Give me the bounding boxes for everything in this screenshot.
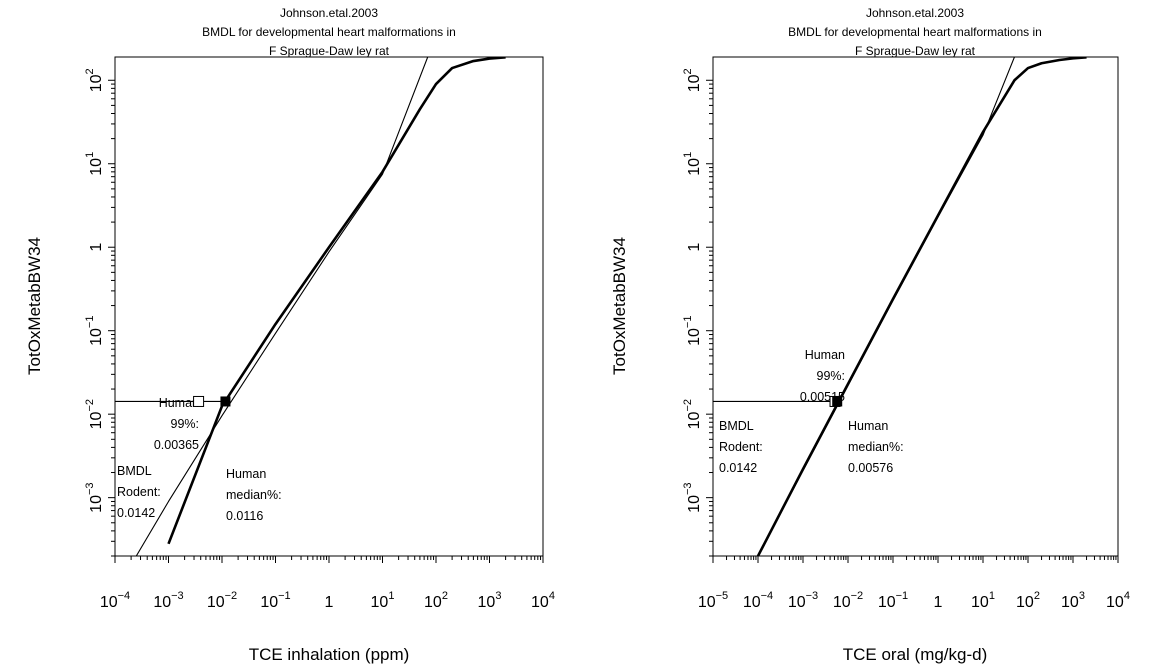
x-tick-label: 10−3 <box>788 590 818 611</box>
x-tick-label: 10−5 <box>698 590 728 611</box>
chart-title-line-3: F Sprague-Daw ley rat <box>855 44 976 58</box>
annotation-line: Rodent: <box>117 485 161 499</box>
x-tick-label: 1 <box>934 594 943 611</box>
x-tick-label: 10−3 <box>153 590 183 611</box>
y-tick-label: 1 <box>88 243 105 252</box>
annotation-line: Human <box>805 348 845 362</box>
chart-title-line-2: BMDL for developmental heart malformatio… <box>788 25 1042 39</box>
y-tick-label: 102 <box>682 68 703 92</box>
y-tick-label: 10−2 <box>682 399 703 429</box>
y-tick-label: 101 <box>682 152 703 176</box>
annotation-line: Human <box>159 396 199 410</box>
x-tick-label: 104 <box>531 590 555 611</box>
bmdl-rodent-annotation: BMDL Rodent: 0.0142 <box>719 419 763 475</box>
human-99-annotation: Human 99%: 0.00365 <box>154 396 199 452</box>
human-median-marker <box>832 396 843 407</box>
annotation-line: median%: <box>848 440 904 454</box>
annotation-line: 0.00365 <box>154 438 199 452</box>
x-tick-label: 10−1 <box>260 590 290 611</box>
annotation-line: BMDL <box>117 464 152 478</box>
plot-frame <box>712 56 1119 557</box>
plot-frame <box>114 56 544 557</box>
annotation-line: 99%: <box>171 417 200 431</box>
annotation-line: Human <box>226 467 266 481</box>
median-curve <box>167 57 506 545</box>
annotation-line: Rodent: <box>719 440 763 454</box>
annotation-line: 0.0116 <box>226 509 263 523</box>
chart-title-line-1: Johnson.etal.2003 <box>280 6 378 20</box>
left-chart-panel: Johnson.etal.2003 BMDL for developmental… <box>25 6 555 664</box>
y-axis-label: TotOxMetabBW34 <box>25 237 44 375</box>
y-tick-label: 101 <box>84 152 105 176</box>
x-axis-label: TCE inhalation (ppm) <box>249 645 410 664</box>
right-chart-panel: Johnson.etal.2003 BMDL for developmental… <box>610 6 1130 664</box>
x-tick-label: 102 <box>424 590 448 611</box>
x-tick-label: 10−2 <box>207 590 237 611</box>
x-tick-label: 103 <box>1061 590 1085 611</box>
annotation-line: 0.00576 <box>848 461 893 475</box>
x-tick-label: 10−4 <box>100 590 130 611</box>
annotation-line: Human <box>848 419 888 433</box>
y-tick-label: 102 <box>84 68 105 92</box>
human-99-annotation: Human 99%: 0.00515 <box>800 348 845 404</box>
y-tick-label: 10−1 <box>682 316 703 346</box>
y-tick-label: 10−2 <box>84 399 105 429</box>
bmdl-rodent-annotation: BMDL Rodent: 0.0142 <box>117 464 161 520</box>
human-99-marker <box>193 395 205 407</box>
chart-title-line-3: F Sprague-Daw ley rat <box>269 44 390 58</box>
y-tick-label: 10−3 <box>84 482 105 512</box>
human-median-marker <box>220 396 231 407</box>
x-tick-label: 10−2 <box>833 590 863 611</box>
y-tick-label: 10−1 <box>84 316 105 346</box>
x-tick-label: 10−4 <box>743 590 773 611</box>
x-axis-label: TCE oral (mg/kg-d) <box>843 645 988 664</box>
annotation-line: BMDL <box>719 419 754 433</box>
human-median-annotation: Human median%: 0.0116 <box>226 467 282 523</box>
plot-area <box>756 57 1087 556</box>
plot-area <box>135 57 506 556</box>
chart-title-line-1: Johnson.etal.2003 <box>866 6 964 20</box>
x-tick-label: 101 <box>371 590 395 611</box>
x-tick-label: 104 <box>1106 590 1130 611</box>
human-median-annotation: Human median%: 0.00576 <box>848 419 904 475</box>
x-tick-label: 1 <box>325 594 334 611</box>
median-curve <box>756 57 1087 556</box>
x-tick-label: 102 <box>1016 590 1040 611</box>
chart-title-line-2: BMDL for developmental heart malformatio… <box>202 25 456 39</box>
x-tick-label: 10−1 <box>878 590 908 611</box>
annotation-line: 0.0142 <box>117 506 155 520</box>
y-axis-label: TotOxMetabBW34 <box>610 237 629 375</box>
x-tick-label: 101 <box>971 590 995 611</box>
annotation-line: median%: <box>226 488 282 502</box>
y-tick-label: 1 <box>686 243 703 252</box>
x-tick-label: 103 <box>478 590 502 611</box>
percentile-99-curve <box>135 57 429 556</box>
y-tick-label: 10−3 <box>682 482 703 512</box>
annotation-line: 0.0142 <box>719 461 757 475</box>
annotation-line: 99%: <box>817 369 846 383</box>
